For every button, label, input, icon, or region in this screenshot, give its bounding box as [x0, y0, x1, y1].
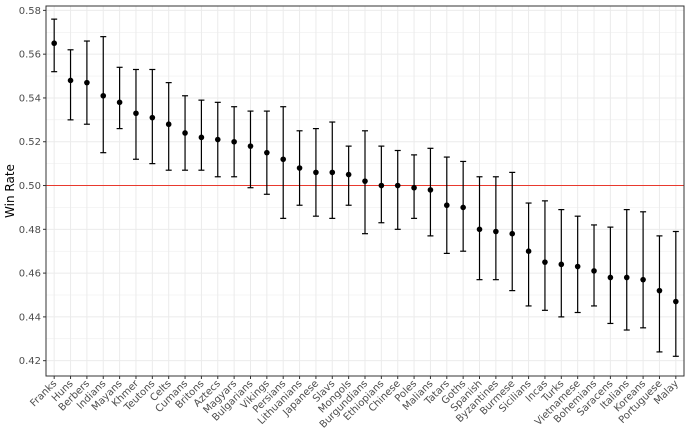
y-tick-label: 0.56: [19, 50, 41, 61]
data-point: [247, 143, 254, 149]
data-point: [427, 187, 434, 193]
y-axis-title: Win Rate: [3, 164, 17, 218]
y-axis-ticks: 0.42 0.44 0.46 0.48 0.50 0.52 0.54 0.56 0.58: [19, 6, 46, 367]
data-point: [509, 230, 516, 237]
y-tick-label: 0.58: [19, 6, 41, 17]
data-point: [394, 182, 401, 189]
data-point: [182, 130, 188, 136]
data-point: [443, 202, 450, 209]
data-point: [591, 268, 597, 274]
y-tick-label: 0.42: [19, 356, 41, 367]
data-point: [296, 165, 303, 171]
data-point: [411, 184, 417, 191]
data-point: [133, 110, 139, 117]
y-tick-label: 0.48: [19, 225, 41, 236]
data-marks: [51, 18, 679, 357]
data-point: [214, 136, 221, 143]
data-point: [574, 263, 581, 270]
data-point: [673, 298, 679, 305]
data-point: [640, 276, 646, 283]
y-tick-label: 0.52: [19, 137, 41, 148]
data-point: [656, 287, 663, 294]
data-point: [476, 226, 483, 233]
data-point: [84, 79, 90, 86]
data-point: [558, 261, 565, 268]
data-point: [345, 171, 352, 178]
y-tick-label: 0.50: [19, 181, 41, 192]
y-tick-label: 0.54: [19, 93, 41, 104]
data-point: [264, 149, 270, 156]
data-point: [607, 274, 614, 281]
y-tick-label: 0.46: [19, 269, 41, 280]
data-point: [116, 99, 123, 106]
data-point: [362, 178, 368, 184]
data-point: [329, 169, 336, 176]
data-point: [67, 77, 74, 84]
data-point: [460, 204, 466, 211]
data-point: [378, 182, 385, 189]
data-point: [542, 259, 548, 265]
data-point: [313, 169, 319, 176]
y-tick-label: 0.44: [19, 312, 41, 323]
data-point: [198, 134, 205, 141]
data-point: [525, 248, 532, 255]
data-point: [231, 138, 237, 145]
data-point: [51, 40, 57, 47]
data-point: [165, 121, 172, 128]
data-point: [149, 114, 156, 121]
data-point: [493, 228, 499, 235]
data-point: [100, 92, 107, 99]
data-point: [280, 156, 287, 163]
data-point: [623, 274, 630, 281]
